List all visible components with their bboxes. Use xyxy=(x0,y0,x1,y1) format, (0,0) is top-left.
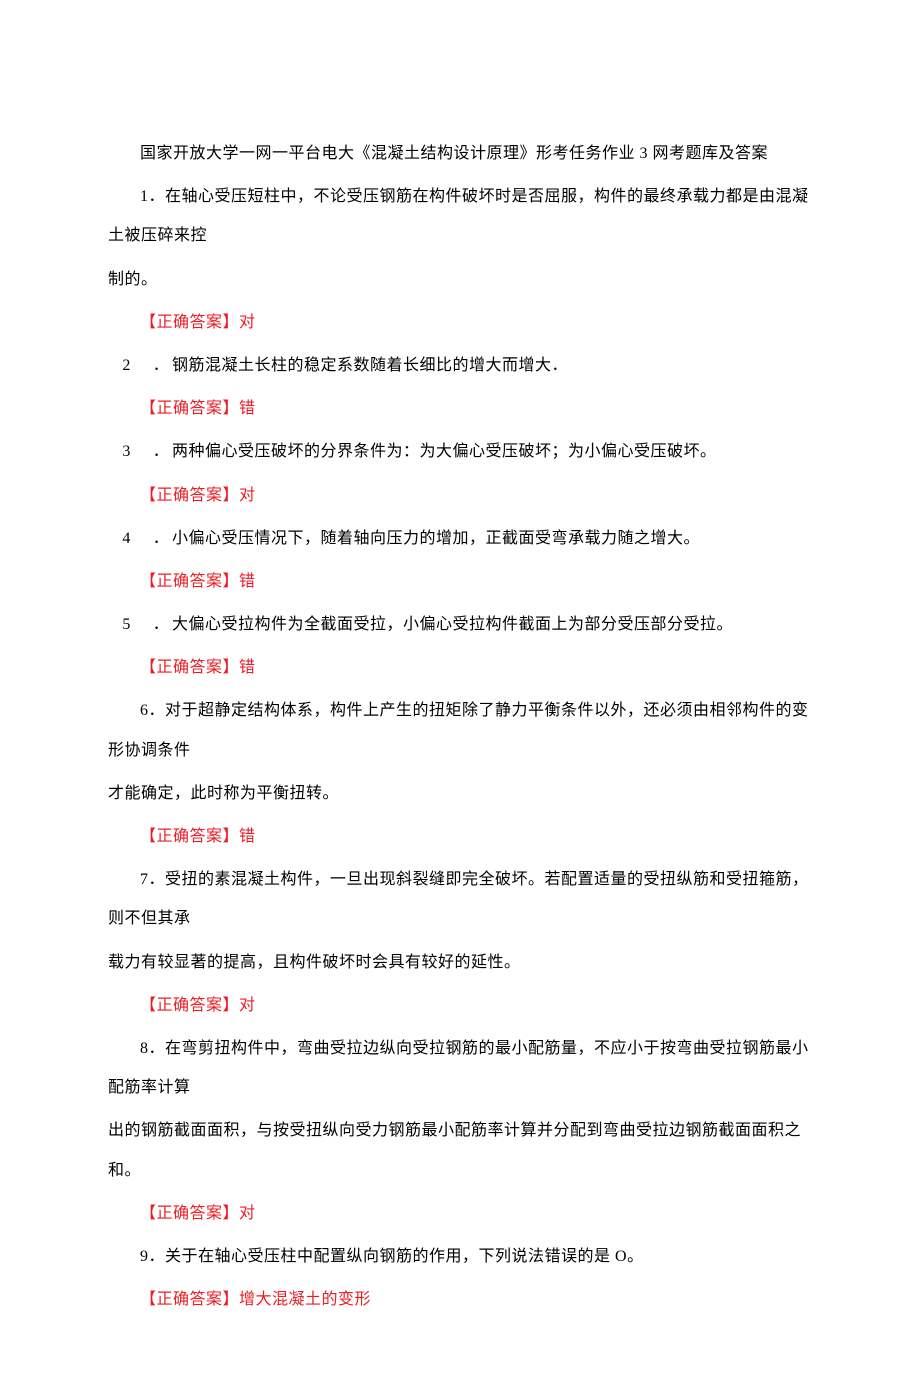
question-text: 大偏心受拉构件为全截面受拉，小偏心受拉构件截面上为部分受压部分受拉。 xyxy=(172,616,733,633)
answer-1: 【正确答案】对 xyxy=(108,303,812,342)
answer-8: 【正确答案】对 xyxy=(108,1194,812,1233)
question-number: 1 xyxy=(140,188,149,205)
question-sep: ． xyxy=(149,871,166,888)
question-text: 对于超静定结构体系，构件上产生的扭矩除了静力平衡条件以外，还必须由相邻构件的变形… xyxy=(108,702,809,758)
question-sep: ． xyxy=(149,188,166,205)
question-text: 在弯剪扭构件中，弯曲受拉边纵向受拉钢筋的最小配筋量，不应小于按弯曲受拉钢筋最小配… xyxy=(108,1040,809,1096)
question-text: 关于在轴心受压柱中配置纵向钢筋的作用，下列说法错误的是 O。 xyxy=(165,1248,644,1265)
answer-value: 增大混凝土的变形 xyxy=(239,1291,371,1308)
answer-6: 【正确答案】错 xyxy=(108,817,812,856)
answer-label: 【正确答案】 xyxy=(140,659,239,676)
question-sep: ． xyxy=(153,605,172,644)
answer-value: 错 xyxy=(239,659,256,676)
question-6-cont: 才能确定，此时称为平衡扭转。 xyxy=(108,774,812,813)
question-sep: ． xyxy=(153,346,172,385)
question-sep: ． xyxy=(149,1040,166,1057)
question-3: 3．两种偏心受压破坏的分界条件为：为大偏心受压破坏；为小偏心受压破坏。 xyxy=(108,432,812,471)
question-9: 9．关于在轴心受压柱中配置纵向钢筋的作用，下列说法错误的是 O。 xyxy=(108,1237,812,1276)
answer-label: 【正确答案】 xyxy=(140,997,239,1014)
answer-9: 【正确答案】增大混凝土的变形 xyxy=(108,1280,812,1319)
question-8-cont: 出的钢筋截面面积，与按受扭纵向受力钢筋最小配筋率计算并分配到弯曲受拉边钢筋截面面… xyxy=(108,1111,812,1189)
question-number: 8 xyxy=(140,1040,149,1057)
question-sep: ． xyxy=(153,519,172,558)
answer-label: 【正确答案】 xyxy=(140,1291,239,1308)
answer-label: 【正确答案】 xyxy=(140,1205,239,1222)
question-1-cont: 制的。 xyxy=(108,260,812,299)
question-text: 在轴心受压短柱中，不论受压钢筋在构件破坏时是否屈服，构件的最终承载力都是由混凝土… xyxy=(108,188,809,244)
question-text: 钢筋混凝土长柱的稳定系数随着长细比的增大而增大． xyxy=(172,357,568,374)
question-text: 小偏心受压情况下，随着轴向压力的增加，正截面受弯承载力随之增大。 xyxy=(172,530,700,547)
answer-label: 【正确答案】 xyxy=(140,314,239,331)
question-number: 2 xyxy=(108,346,153,385)
answer-label: 【正确答案】 xyxy=(140,828,239,845)
question-number: 9 xyxy=(140,1248,149,1265)
question-8: 8．在弯剪扭构件中，弯曲受拉边纵向受拉钢筋的最小配筋量，不应小于按弯曲受拉钢筋最… xyxy=(108,1029,812,1107)
answer-value: 对 xyxy=(239,1205,256,1222)
question-6: 6．对于超静定结构体系，构件上产生的扭矩除了静力平衡条件以外，还必须由相邻构件的… xyxy=(108,691,812,769)
answer-value: 错 xyxy=(239,400,256,417)
answer-label: 【正确答案】 xyxy=(140,400,239,417)
question-sep: ． xyxy=(153,432,172,471)
answer-value: 对 xyxy=(239,314,256,331)
question-1: 1．在轴心受压短柱中，不论受压钢筋在构件破坏时是否屈服，构件的最终承载力都是由混… xyxy=(108,177,812,255)
page-title: 国家开放大学一网一平台电大《混凝土结构设计原理》形考任务作业 3 网考题库及答案 xyxy=(108,134,812,173)
question-5: 5．大偏心受拉构件为全截面受拉，小偏心受拉构件截面上为部分受压部分受拉。 xyxy=(108,605,812,644)
question-text: 受扭的素混凝土构件，一旦出现斜裂缝即完全破坏。若配置适量的受扭纵筋和受扭箍筋，则… xyxy=(108,871,809,927)
question-number: 4 xyxy=(108,519,153,558)
question-number: 3 xyxy=(108,432,153,471)
answer-label: 【正确答案】 xyxy=(140,487,239,504)
question-7-cont: 载力有较显著的提高，且构件破坏时会具有较好的延性。 xyxy=(108,943,812,982)
answer-label: 【正确答案】 xyxy=(140,573,239,590)
question-7: 7．受扭的素混凝土构件，一旦出现斜裂缝即完全破坏。若配置适量的受扭纵筋和受扭箍筋… xyxy=(108,860,812,938)
answer-value: 错 xyxy=(239,828,256,845)
question-sep: ． xyxy=(149,702,166,719)
answer-5: 【正确答案】错 xyxy=(108,648,812,687)
answer-value: 错 xyxy=(239,573,256,590)
answer-value: 对 xyxy=(239,997,256,1014)
question-text: 两种偏心受压破坏的分界条件为：为大偏心受压破坏；为小偏心受压破坏。 xyxy=(172,443,717,460)
question-number: 6 xyxy=(140,702,149,719)
question-number: 5 xyxy=(108,605,153,644)
answer-value: 对 xyxy=(239,487,256,504)
document-page: 国家开放大学一网一平台电大《混凝土结构设计原理》形考任务作业 3 网考题库及答案… xyxy=(0,0,920,1383)
answer-7: 【正确答案】对 xyxy=(108,986,812,1025)
answer-3: 【正确答案】对 xyxy=(108,476,812,515)
question-2: 2．钢筋混凝土长柱的稳定系数随着长细比的增大而增大． xyxy=(108,346,812,385)
answer-4: 【正确答案】错 xyxy=(108,562,812,601)
question-number: 7 xyxy=(140,871,149,888)
answer-2: 【正确答案】错 xyxy=(108,389,812,428)
question-4: 4．小偏心受压情况下，随着轴向压力的增加，正截面受弯承载力随之增大。 xyxy=(108,519,812,558)
question-sep: ． xyxy=(149,1248,166,1265)
